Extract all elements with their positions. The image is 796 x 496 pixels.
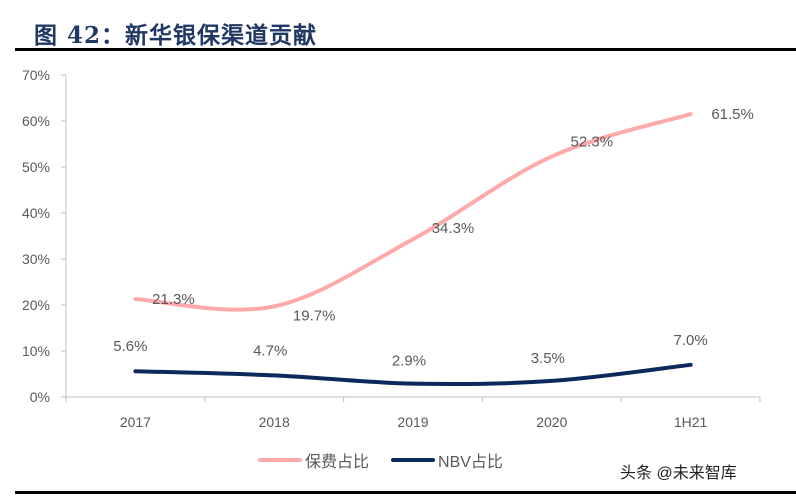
data-label: 7.0% xyxy=(673,332,707,349)
series-line xyxy=(133,362,693,387)
data-label: 4.7% xyxy=(253,342,287,359)
y-tick-label: 60% xyxy=(22,113,50,129)
data-label: 5.6% xyxy=(113,338,147,355)
series-line xyxy=(133,112,693,312)
y-tick-label: 50% xyxy=(22,159,50,175)
legend-label: NBV占比 xyxy=(438,454,503,471)
data-label: 2.9% xyxy=(392,353,426,370)
legend: 保费占比 NBV占比 xyxy=(258,448,525,472)
y-tick-label: 30% xyxy=(22,251,50,267)
y-tick-label: 20% xyxy=(22,297,50,313)
x-tick-label: 2019 xyxy=(397,414,428,430)
watermark: 头条 @未来智库 xyxy=(620,465,737,482)
legend-swatch xyxy=(258,458,302,462)
x-tick-label: 2020 xyxy=(536,414,567,430)
legend-label: 保费占比 xyxy=(305,454,370,471)
y-tick-label: 70% xyxy=(22,67,50,83)
x-tick-label: 2018 xyxy=(259,414,290,430)
data-label: 19.7% xyxy=(293,307,336,324)
data-label: 61.5% xyxy=(711,106,754,123)
y-tick-label: 0% xyxy=(30,389,50,405)
legend-swatch xyxy=(391,458,436,462)
legend-item: NBV占比 xyxy=(391,448,503,472)
x-tick-label: 1H21 xyxy=(674,414,708,430)
bottom-rule xyxy=(15,491,796,494)
y-tick-label: 10% xyxy=(22,343,50,359)
y-tick-label: 40% xyxy=(22,205,50,221)
x-tick-label: 2017 xyxy=(120,414,151,430)
data-label: 52.3% xyxy=(571,133,614,150)
legend-item: 保费占比 xyxy=(258,448,369,472)
chart-title: 图 42：新华银保渠道贡献 xyxy=(34,22,318,49)
data-label: 21.3% xyxy=(152,291,195,308)
data-label: 3.5% xyxy=(531,350,565,367)
title-rule xyxy=(15,48,796,51)
data-label: 34.3% xyxy=(432,220,475,237)
